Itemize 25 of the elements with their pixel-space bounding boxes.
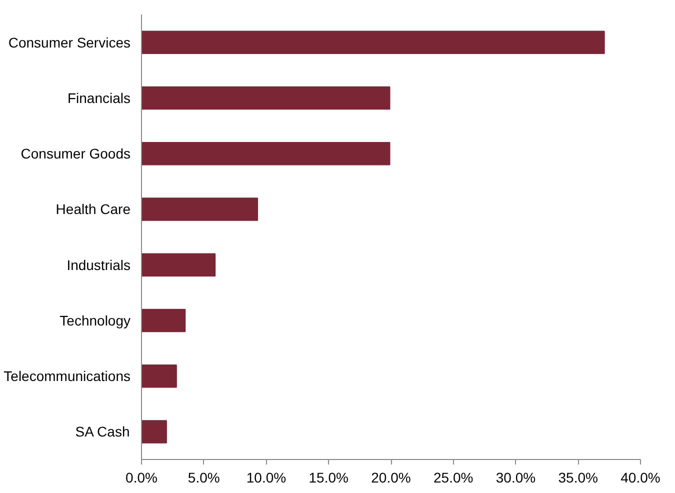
bar <box>142 308 186 332</box>
x-tick-label: 5.0% <box>188 470 220 486</box>
x-tick-label: 10.0% <box>246 470 286 486</box>
bar <box>142 253 216 276</box>
y-tick-label: Consumer Services <box>8 34 131 50</box>
y-tick-label: Industrials <box>66 256 131 273</box>
x-tick-label: 40.0% <box>620 470 660 486</box>
bar <box>142 86 390 110</box>
x-tick-label: 35.0% <box>558 470 598 486</box>
y-tick-label: Telecommunications <box>4 368 131 384</box>
y-tick-label: Health Care <box>56 201 131 218</box>
bar <box>142 420 167 444</box>
x-tick-label: 20.0% <box>371 470 411 486</box>
y-tick-label: SA Cash <box>75 424 130 440</box>
x-tick-label: 0.0% <box>126 470 158 486</box>
y-tick-label: Technology <box>60 312 130 328</box>
y-tick-label: Consumer Goods <box>20 146 130 162</box>
bar <box>142 198 258 221</box>
y-tick-label: Financials <box>67 90 131 106</box>
bar <box>142 142 390 166</box>
x-tick-label: 15.0% <box>308 470 348 486</box>
x-tick-label: 30.0% <box>496 470 536 486</box>
bar <box>142 364 177 388</box>
x-tick-label: 25.0% <box>434 470 474 486</box>
bar <box>142 30 605 54</box>
